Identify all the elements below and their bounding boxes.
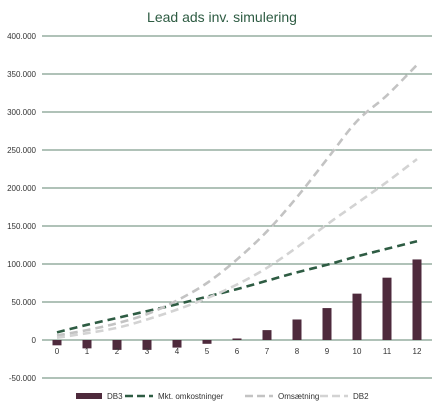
x-tick-label: 6 [235,347,240,356]
bar-series [52,259,422,350]
y-tick-label: 150.000 [7,222,36,231]
chart-title: Lead ads inv. simulering [147,9,297,25]
bar-db3 [202,340,212,344]
x-tick-label: 9 [325,347,330,356]
bar-db3 [412,259,422,340]
x-tick-label: 7 [265,347,270,356]
legend-label: Mkt. omkostninger [158,392,224,401]
x-tick-label: 0 [55,347,60,356]
bar-db3 [232,338,242,340]
y-tick-label: 400.000 [7,32,36,41]
bar-db3 [172,340,182,348]
x-tick-label: 2 [115,347,120,356]
x-tick-label: 1 [85,347,90,356]
x-tick-label: 4 [175,347,180,356]
bar-db3 [112,340,122,350]
bar-db3 [292,319,302,340]
x-axis-tick-labels: 0 1 2 3 4 5 6 7 8 9 10 11 12 [55,347,422,356]
y-tick-label: 50.000 [12,298,37,307]
x-tick-label: 11 [383,347,392,356]
bar-db3 [352,293,362,340]
bar-db3 [262,330,272,340]
line-mkt-omkostninger [56,239,418,334]
legend: DB3 Mkt. omkostninger Omsætning DB2 [76,392,369,401]
y-tick-label: 250.000 [7,146,36,155]
line-oms-tning [56,63,418,337]
y-tick-label: -50.000 [9,374,37,383]
y-tick-label: 0 [32,336,37,345]
x-tick-label: 3 [145,347,150,356]
legend-swatch-bar [76,393,102,399]
y-tick-label: 200.000 [7,184,36,193]
y-tick-label: 350.000 [7,70,36,79]
x-tick-label: 12 [413,347,422,356]
line-series [56,63,418,340]
bar-db3 [52,340,62,346]
bar-db3 [322,308,332,340]
legend-label: DB2 [353,392,369,401]
x-tick-label: 10 [353,347,362,356]
bar-db3 [82,340,92,349]
x-tick-label: 5 [205,347,210,356]
bar-db3 [382,277,392,340]
line-db2 [56,158,418,340]
y-tick-label: 300.000 [7,108,36,117]
legend-label: DB3 [107,392,123,401]
y-tick-label: 100.000 [7,260,36,269]
legend-label: Omsætning [278,392,319,401]
bar-db3 [142,340,152,350]
y-axis-tick-labels: 400.000 350.000 300.000 250.000 200.000 150.0… [7,32,36,383]
x-tick-label: 8 [295,347,300,356]
